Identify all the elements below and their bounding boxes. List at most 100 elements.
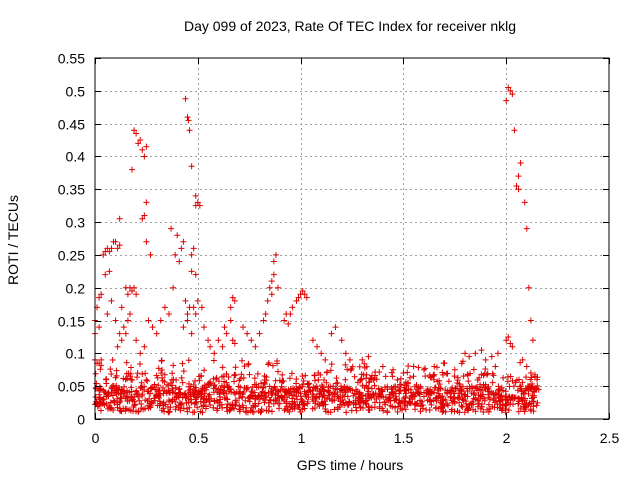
data-point-dense	[258, 406, 265, 413]
data-point	[116, 330, 123, 337]
x-tick-label: 2.5	[600, 430, 620, 446]
data-point-dense	[139, 371, 146, 378]
data-point-dense	[266, 383, 273, 390]
data-point-dense	[309, 405, 316, 412]
data-point-dense	[128, 364, 135, 371]
data-point-dense	[293, 376, 300, 383]
data-point-dense	[207, 402, 214, 409]
data-point	[509, 91, 516, 98]
data-point-dense	[409, 393, 416, 400]
data-point-dense	[249, 384, 256, 391]
data-point-dense	[178, 374, 185, 381]
data-point-dense	[357, 376, 364, 383]
data-point	[527, 370, 534, 377]
data-point-dense	[523, 385, 530, 392]
data-point-dense	[396, 387, 403, 394]
data-point-dense	[160, 399, 167, 406]
data-point-dense	[291, 399, 298, 406]
data-point-dense	[165, 397, 172, 404]
data-point	[194, 199, 201, 206]
data-point-dense	[159, 384, 166, 391]
data-point	[513, 182, 520, 189]
data-point-dense	[238, 371, 245, 378]
data-point	[126, 310, 133, 317]
data-point-dense	[360, 392, 367, 399]
data-point	[303, 294, 310, 301]
data-point-dense	[401, 402, 408, 409]
data-point-dense	[325, 387, 332, 394]
data-point-dense	[516, 383, 523, 390]
data-point-dense	[439, 371, 446, 378]
data-point-dense	[257, 380, 264, 387]
data-point-dense	[356, 390, 363, 397]
data-point-dense	[125, 370, 132, 377]
data-point-dense	[404, 369, 411, 376]
data-point-dense	[356, 363, 363, 370]
data-point-dense	[376, 405, 383, 412]
data-point-dense	[297, 409, 304, 416]
data-point-dense	[392, 388, 399, 395]
data-point-dense	[148, 398, 155, 405]
data-point-dense	[461, 409, 468, 416]
data-point-dense	[201, 382, 208, 389]
data-point-dense	[435, 394, 442, 401]
data-point-dense	[201, 393, 208, 400]
data-point-dense	[211, 398, 218, 405]
data-point-dense	[194, 404, 201, 411]
data-point-dense	[309, 396, 316, 403]
data-point	[287, 310, 294, 317]
data-point-dense	[458, 402, 465, 409]
data-point-dense	[495, 393, 502, 400]
data-point-dense	[288, 392, 295, 399]
data-point-dense	[389, 373, 396, 380]
data-point-dense	[412, 389, 419, 396]
data-point	[133, 337, 140, 344]
data-point-dense	[489, 379, 496, 386]
data-point	[198, 304, 205, 311]
data-point-dense	[246, 371, 253, 378]
data-point-dense	[513, 377, 520, 384]
data-point-dense	[252, 393, 259, 400]
chart-title: Day 099 of 2023, Rate Of TEC Index for r…	[184, 18, 516, 34]
data-point-dense	[142, 370, 149, 377]
data-point-dense	[443, 389, 450, 396]
data-point-dense	[470, 395, 477, 402]
data-point-dense	[92, 394, 99, 401]
data-point	[170, 284, 177, 291]
data-point-dense	[278, 383, 285, 390]
data-point-dense	[416, 391, 423, 398]
data-point	[505, 84, 512, 91]
data-point	[141, 343, 148, 350]
data-point-dense	[506, 393, 513, 400]
data-point-dense	[111, 398, 118, 405]
data-point-dense	[268, 408, 275, 415]
data-point-dense	[317, 371, 324, 378]
data-point-dense	[327, 367, 334, 374]
data-point	[143, 143, 150, 150]
data-point	[359, 356, 366, 363]
data-point-dense	[500, 387, 507, 394]
data-point-dense	[165, 409, 172, 416]
data-point-dense	[342, 388, 349, 395]
data-point-dense	[180, 368, 187, 375]
data-point	[252, 343, 259, 350]
data-point	[139, 215, 146, 222]
data-point-dense	[367, 391, 374, 398]
data-point	[223, 330, 230, 337]
data-point-dense	[124, 394, 131, 401]
data-point	[285, 320, 292, 327]
data-point-dense	[210, 385, 217, 392]
data-point	[182, 297, 189, 304]
data-point-dense	[312, 400, 319, 407]
data-point	[143, 199, 150, 206]
data-point	[229, 337, 236, 344]
data-point-dense	[208, 395, 215, 402]
data-point-dense	[482, 365, 489, 372]
data-point-dense	[189, 409, 196, 416]
data-point	[135, 140, 142, 147]
data-point	[309, 337, 316, 344]
data-point	[118, 304, 125, 311]
data-point-dense	[510, 401, 517, 408]
data-point-dense	[107, 399, 114, 406]
